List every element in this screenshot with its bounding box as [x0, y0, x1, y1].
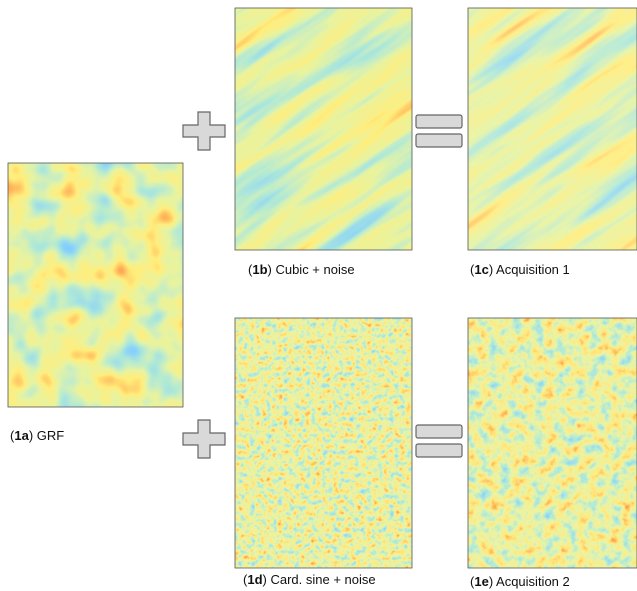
figure: (1a) GRF (1b) Cubic + noise (1c) Acquisi… [0, 0, 637, 591]
plus-icons [183, 112, 225, 458]
caption: (1c) Acquisition 1 [470, 262, 570, 277]
image-acquisition-2 [468, 318, 637, 568]
equals-icons [416, 115, 462, 457]
image-card-sine [235, 318, 412, 568]
caption: (1e) Acquisition 2 [470, 574, 570, 589]
caption: (1b) Cubic + noise [248, 262, 355, 277]
image-grf [8, 163, 183, 407]
caption: (1d) Card. sine + noise [243, 572, 376, 587]
caption: (1a) GRF [10, 428, 64, 443]
